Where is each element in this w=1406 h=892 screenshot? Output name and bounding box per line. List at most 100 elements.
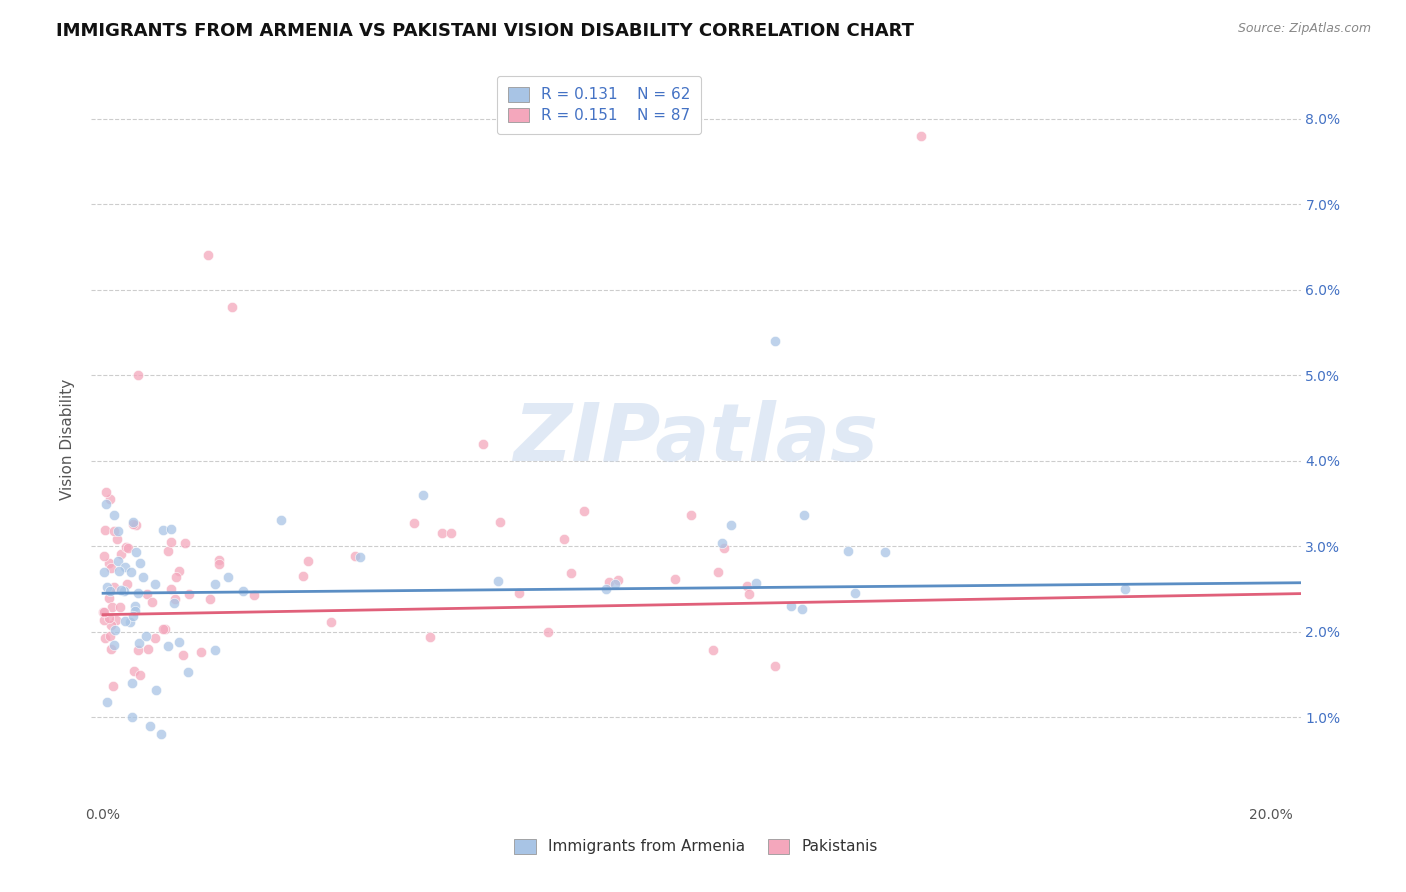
Point: [486, 574, 509, 588]
Point: [780, 599, 803, 613]
Point: [204, 642, 226, 657]
Point: [177, 587, 200, 601]
Point: [100, 561, 122, 575]
Point: [343, 549, 366, 563]
Point: [121, 516, 143, 530]
Point: [143, 631, 166, 645]
Point: [93, 605, 115, 619]
Point: [664, 572, 686, 586]
Point: [232, 584, 254, 599]
Point: [167, 635, 190, 649]
Text: IMMIGRANTS FROM ARMENIA VS PAKISTANI VISION DISABILITY CORRELATION CHART: IMMIGRANTS FROM ARMENIA VS PAKISTANI VIS…: [56, 22, 914, 40]
Point: [114, 614, 136, 628]
Point: [100, 641, 122, 656]
Point: [710, 536, 733, 550]
Point: [763, 334, 786, 348]
Legend: Immigrants from Armenia, Pakistanis: Immigrants from Armenia, Pakistanis: [508, 833, 884, 861]
Point: [100, 618, 122, 632]
Point: [159, 535, 181, 549]
Point: [122, 609, 145, 624]
Point: [135, 629, 157, 643]
Point: [94, 485, 117, 500]
Point: [160, 522, 183, 536]
Point: [412, 488, 434, 502]
Point: [110, 547, 132, 561]
Point: [96, 580, 118, 594]
Point: [125, 518, 148, 533]
Point: [159, 582, 181, 596]
Point: [165, 592, 187, 607]
Point: [118, 615, 141, 629]
Point: [744, 575, 766, 590]
Point: [706, 565, 728, 579]
Point: [105, 613, 128, 627]
Point: [121, 710, 143, 724]
Point: [132, 570, 155, 584]
Point: [793, 508, 815, 522]
Point: [217, 570, 239, 584]
Point: [197, 248, 219, 262]
Point: [156, 639, 179, 653]
Point: [297, 554, 319, 568]
Point: [702, 642, 724, 657]
Point: [440, 525, 463, 540]
Point: [508, 586, 530, 600]
Point: [96, 695, 118, 709]
Point: [537, 625, 560, 640]
Point: [110, 583, 132, 598]
Point: [124, 599, 146, 614]
Point: [163, 596, 186, 610]
Point: [488, 515, 510, 529]
Point: [100, 491, 122, 506]
Point: [910, 128, 932, 143]
Point: [404, 516, 426, 530]
Point: [713, 541, 735, 555]
Point: [103, 680, 125, 694]
Point: [112, 583, 135, 598]
Point: [737, 579, 759, 593]
Point: [607, 573, 630, 587]
Point: [107, 524, 129, 539]
Point: [93, 565, 115, 579]
Point: [122, 517, 145, 532]
Point: [120, 566, 142, 580]
Point: [169, 564, 191, 578]
Point: [207, 557, 229, 571]
Point: [115, 540, 138, 554]
Point: [349, 549, 371, 564]
Point: [221, 300, 243, 314]
Point: [198, 592, 221, 607]
Point: [98, 629, 121, 643]
Point: [595, 582, 617, 596]
Point: [108, 564, 131, 578]
Point: [165, 570, 187, 584]
Point: [553, 532, 575, 546]
Point: [124, 544, 146, 558]
Point: [152, 622, 174, 636]
Text: Source: ZipAtlas.com: Source: ZipAtlas.com: [1237, 22, 1371, 36]
Point: [292, 568, 315, 582]
Point: [681, 508, 703, 523]
Point: [97, 591, 120, 606]
Point: [96, 497, 118, 511]
Point: [155, 622, 177, 636]
Point: [107, 554, 129, 568]
Point: [763, 659, 786, 673]
Text: ZIPatlas: ZIPatlas: [513, 401, 879, 478]
Point: [103, 524, 125, 538]
Point: [150, 727, 173, 741]
Point: [190, 645, 212, 659]
Point: [103, 508, 125, 522]
Point: [572, 504, 595, 518]
Point: [127, 368, 149, 383]
Point: [177, 665, 200, 679]
Point: [93, 605, 115, 619]
Point: [430, 525, 453, 540]
Point: [124, 604, 146, 618]
Point: [174, 536, 197, 550]
Point: [98, 583, 121, 598]
Point: [108, 599, 131, 614]
Point: [93, 549, 115, 563]
Y-axis label: Vision Disability: Vision Disability: [60, 379, 76, 500]
Point: [101, 600, 124, 615]
